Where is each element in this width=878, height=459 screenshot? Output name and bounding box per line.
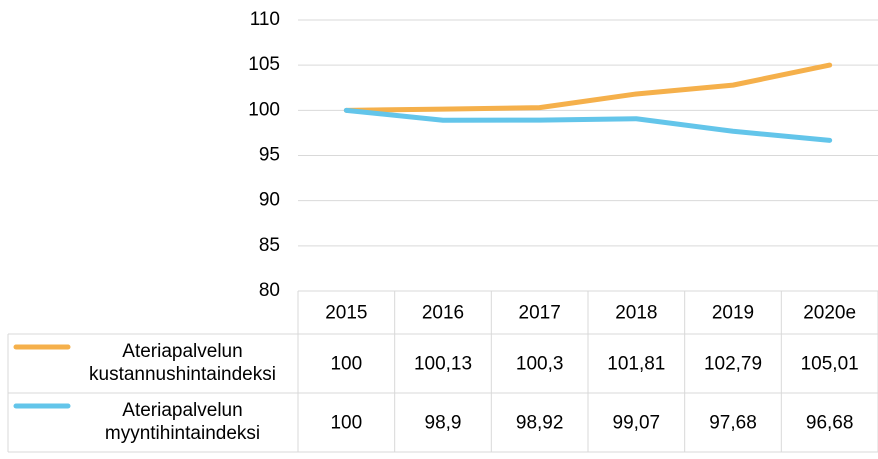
y-tick-label: 105 [248,54,280,75]
y-tick-label: 80 [259,280,280,301]
table-cell: 102,79 [704,354,762,375]
table-cell: 101,81 [607,354,665,375]
table-cell: 100,13 [414,354,472,375]
table-cell: 100,3 [516,354,564,375]
legend-label: Ateriapalvelun kustannushintaindeksi [89,341,276,385]
x-tick-label: 2018 [615,303,657,324]
table-cell: 100 [330,354,362,375]
x-tick-label: 2017 [519,303,561,324]
y-tick-label: 110 [250,9,280,30]
table-cell: 105,01 [801,354,859,375]
table-cell: 97,68 [709,413,757,434]
x-tick-label: 2015 [325,303,367,324]
x-tick-label: 2019 [712,303,754,324]
y-tick-label: 85 [259,235,280,256]
legend-label: Ateriapalvelun myyntihintaindeksi [104,400,261,444]
table-cell: 96,68 [806,413,854,434]
table-cell: 100 [330,413,362,434]
y-tick-label: 95 [259,145,280,166]
table-cell: 98,9 [425,413,462,434]
series-line [343,107,833,143]
y-tick-label: 90 [259,190,280,211]
x-tick-label: 2016 [422,303,464,324]
y-tick-label: 100 [248,99,280,120]
table-cell: 99,07 [613,413,661,434]
x-tick-label: 2020e [803,303,856,324]
series-line [343,62,833,113]
table-cell: 98,92 [516,413,564,434]
